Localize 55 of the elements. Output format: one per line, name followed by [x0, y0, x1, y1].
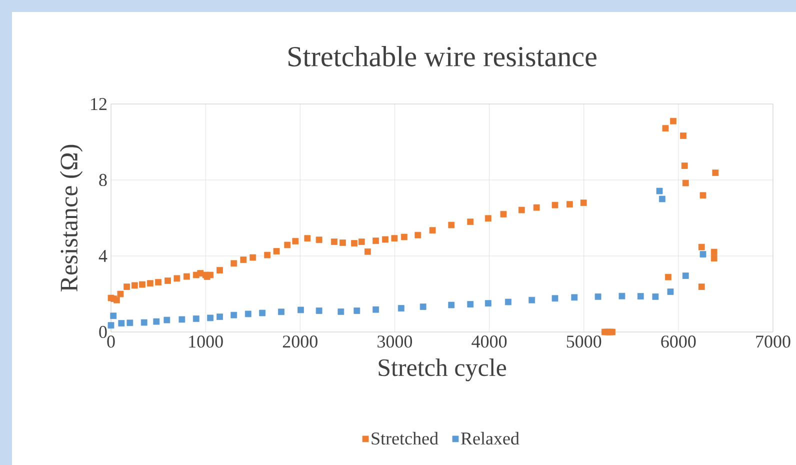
x-tick-label: 2000	[282, 336, 318, 348]
point	[118, 320, 125, 326]
point	[298, 306, 304, 314]
point	[398, 305, 404, 312]
point	[637, 293, 644, 300]
x-tick-label: 1000	[189, 336, 223, 348]
point	[682, 272, 689, 279]
y-tick-label: 0	[99, 326, 107, 338]
x-tick-label: 6000	[661, 336, 696, 348]
point	[153, 318, 160, 325]
point	[652, 293, 659, 300]
point	[594, 293, 602, 300]
point	[700, 251, 706, 258]
point	[192, 315, 200, 322]
point	[552, 295, 558, 302]
y-tick-label: 8	[99, 174, 107, 186]
y-tick-label: 12	[91, 98, 106, 110]
chart-title: Stretchable wire resistance	[288, 46, 596, 66]
point	[207, 314, 214, 322]
x-tick-label: 3000	[378, 336, 412, 348]
point	[658, 196, 666, 202]
x-axis-title: Stretch cycle	[378, 358, 506, 382]
point	[528, 296, 536, 304]
point	[618, 292, 626, 300]
point	[140, 319, 148, 326]
point	[505, 298, 512, 306]
x-tick-label: 4000	[472, 336, 507, 348]
point	[108, 322, 114, 329]
point	[316, 308, 322, 314]
point	[354, 308, 360, 314]
point	[571, 294, 578, 301]
point	[230, 312, 238, 318]
point	[338, 308, 344, 315]
point	[278, 308, 284, 316]
point	[164, 316, 170, 324]
point	[244, 310, 252, 318]
point	[420, 304, 426, 310]
x-tick-label: 7000	[756, 336, 790, 348]
point	[126, 320, 134, 326]
x-tick-label: 0	[107, 336, 115, 348]
point	[372, 306, 379, 313]
point	[216, 314, 223, 320]
legend-label: Stretched	[372, 432, 438, 445]
point	[656, 188, 663, 194]
point	[484, 300, 492, 306]
point	[448, 302, 455, 308]
legend-label: Relaxed	[461, 432, 520, 445]
point	[110, 312, 117, 320]
point	[259, 310, 266, 316]
point	[667, 288, 674, 295]
x-tick-label: 5000	[566, 336, 602, 348]
point	[178, 316, 186, 323]
y-tick-label: 4	[98, 250, 108, 262]
point	[467, 301, 474, 308]
y-axis-title: Resistance (Ω)	[60, 144, 83, 292]
